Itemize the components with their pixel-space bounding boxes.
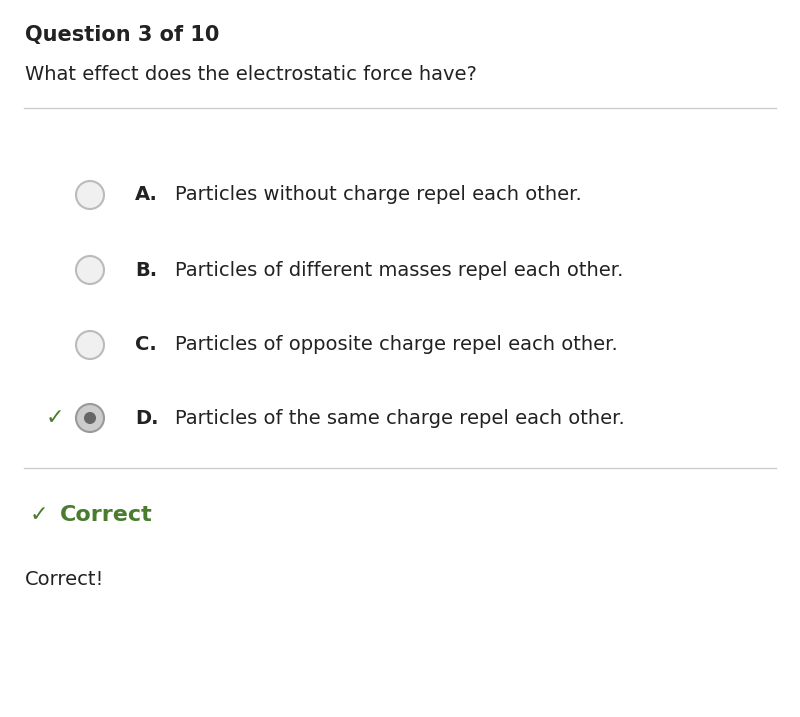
Text: Question 3 of 10: Question 3 of 10 [25, 25, 219, 45]
Circle shape [76, 181, 104, 209]
Text: Particles of the same charge repel each other.: Particles of the same charge repel each … [175, 409, 625, 427]
Text: B.: B. [135, 260, 157, 280]
Text: ✓: ✓ [46, 408, 64, 428]
Text: Particles without charge repel each other.: Particles without charge repel each othe… [175, 186, 582, 204]
Circle shape [76, 256, 104, 284]
Circle shape [76, 404, 104, 432]
Text: Particles of different masses repel each other.: Particles of different masses repel each… [175, 260, 623, 280]
Text: ✓: ✓ [30, 505, 49, 525]
Text: Particles of opposite charge repel each other.: Particles of opposite charge repel each … [175, 336, 618, 354]
Text: Correct!: Correct! [25, 570, 104, 589]
Text: D.: D. [135, 409, 158, 427]
Text: What effect does the electrostatic force have?: What effect does the electrostatic force… [25, 65, 477, 84]
Text: C.: C. [135, 336, 157, 354]
Text: A.: A. [135, 186, 158, 204]
Circle shape [76, 331, 104, 359]
Circle shape [85, 413, 95, 423]
Text: Correct: Correct [60, 505, 153, 525]
